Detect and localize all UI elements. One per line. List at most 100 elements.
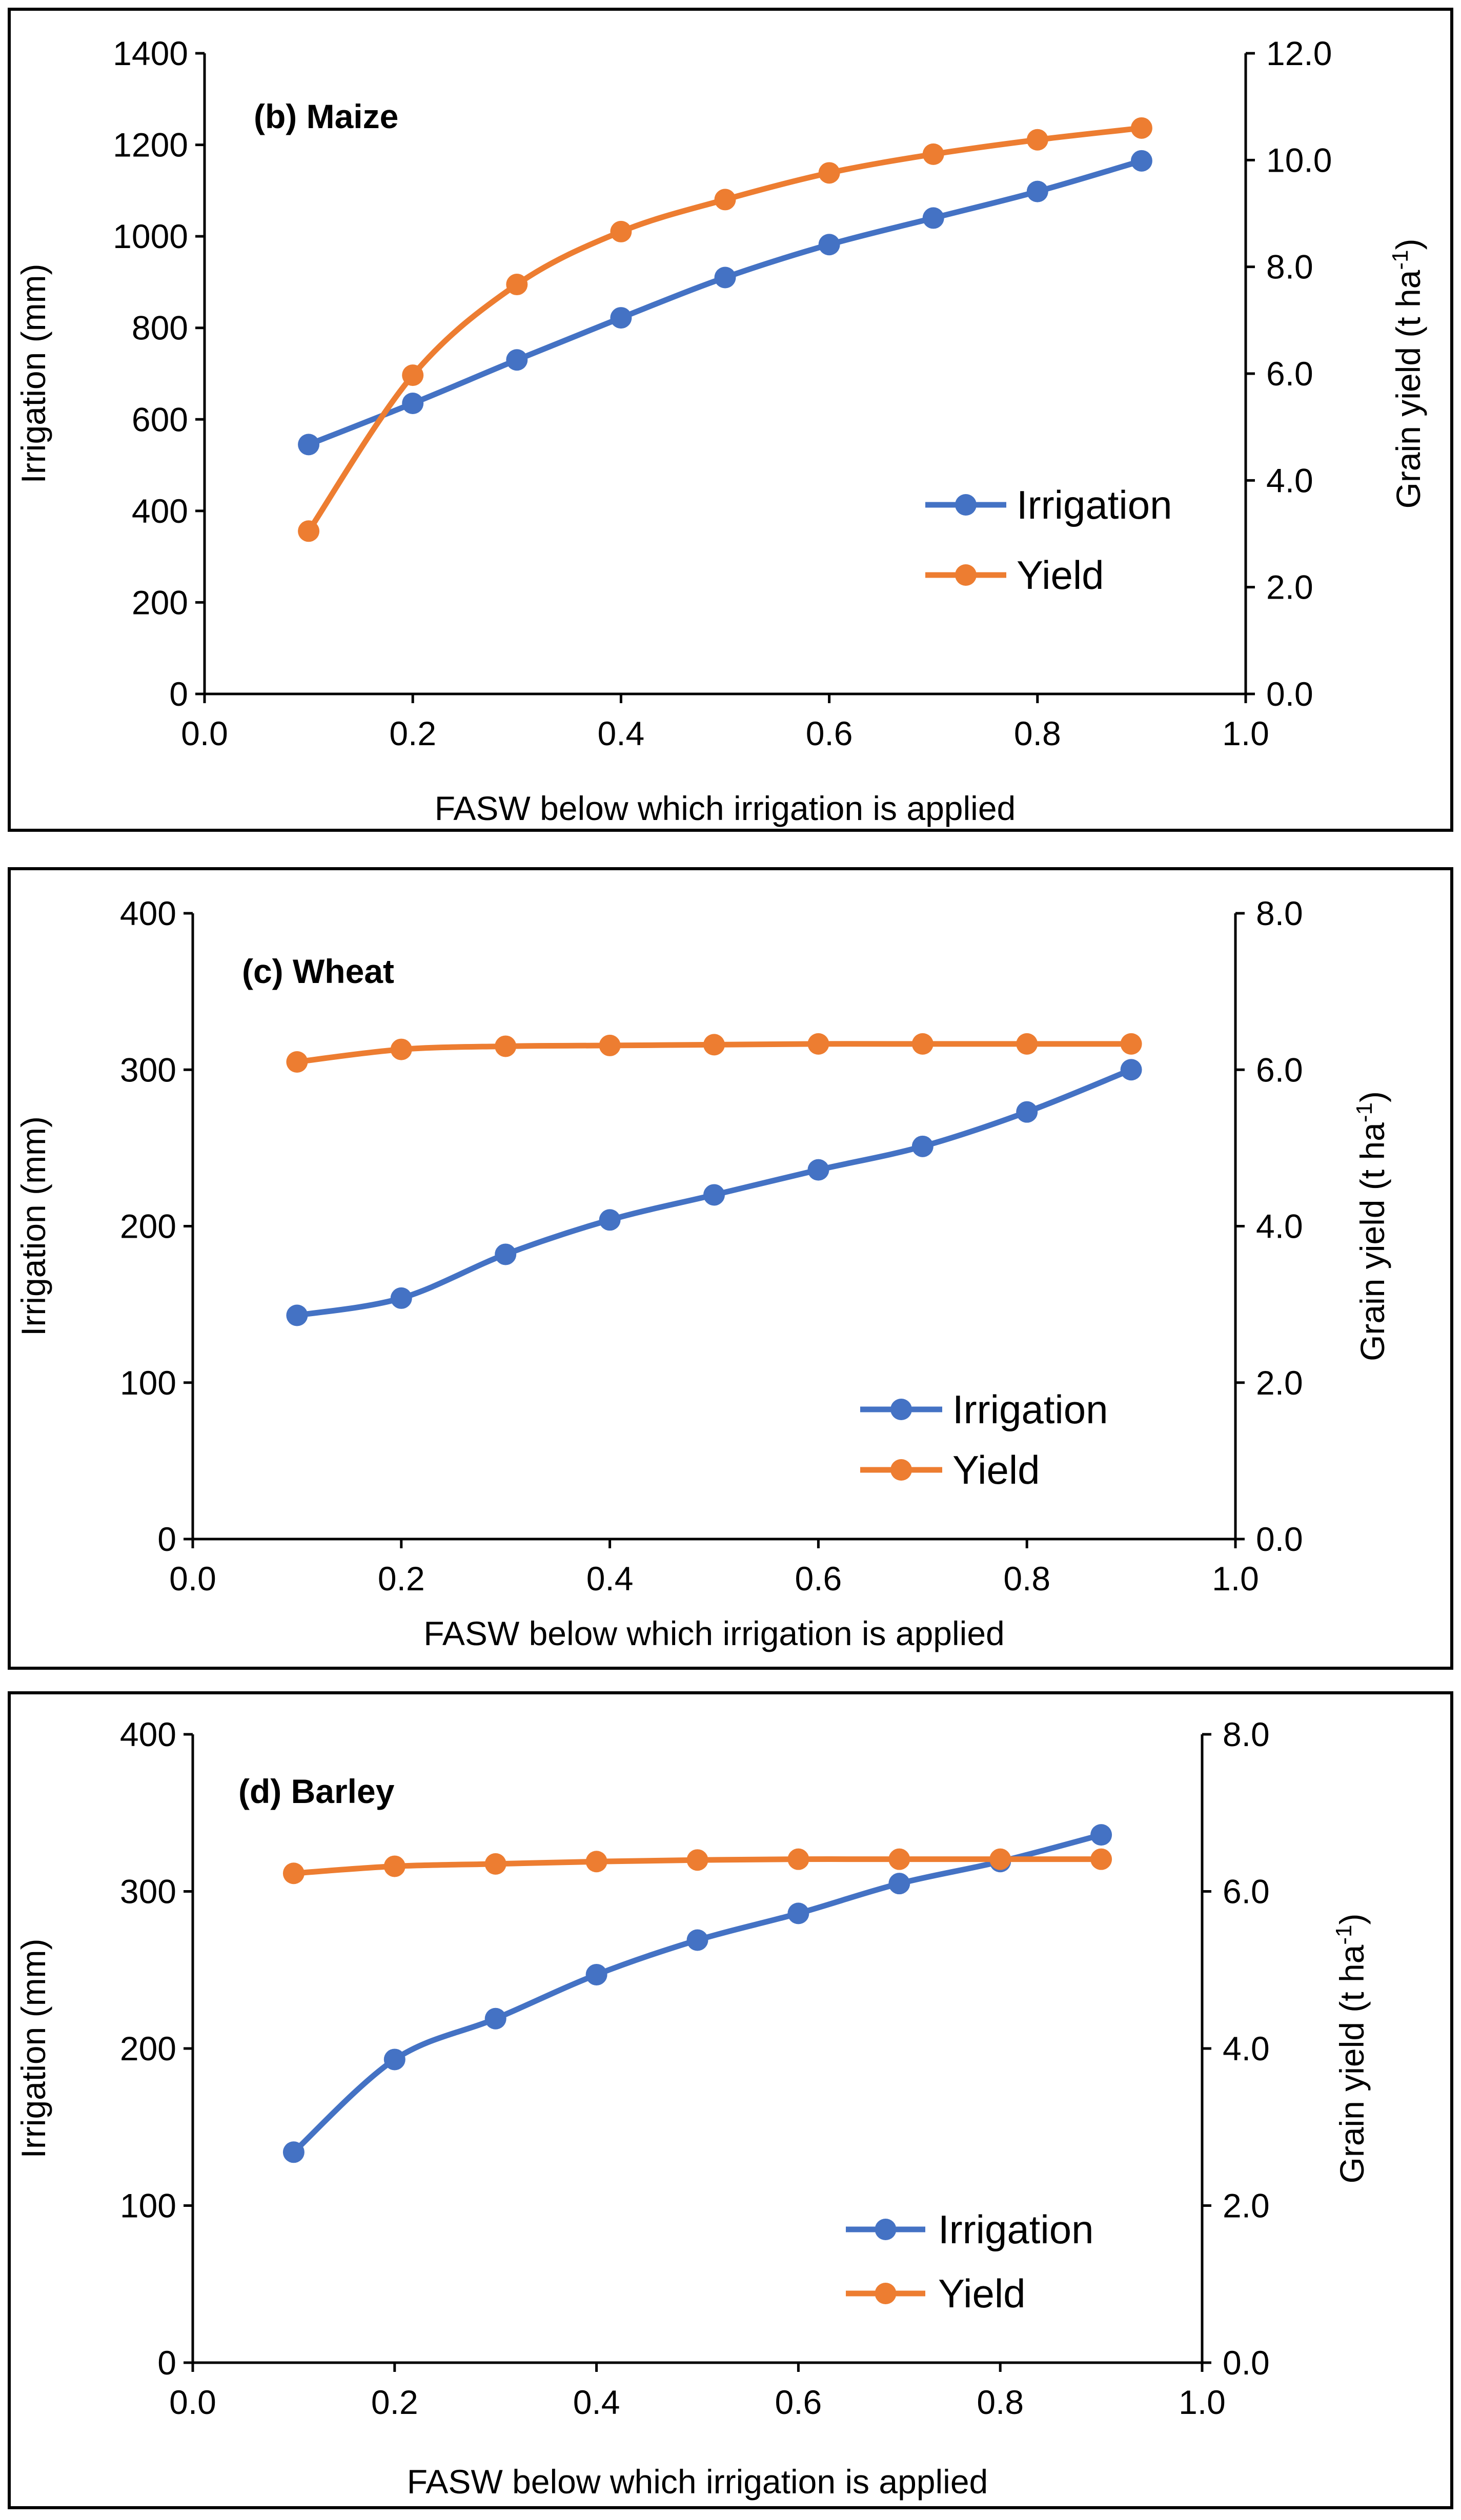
x-tick-label: 0.8 bbox=[977, 2383, 1024, 2421]
y2-tick-label: 2.0 bbox=[1223, 2187, 1270, 2225]
y2-axis-title-superscript: -1 bbox=[1352, 1102, 1377, 1122]
legend-irrigation-marker bbox=[890, 1399, 912, 1420]
y-tick-label: 600 bbox=[132, 400, 188, 438]
yield-point bbox=[818, 162, 840, 184]
y2-tick-label: 0.0 bbox=[1223, 2344, 1270, 2382]
panel-title: (d) Barley bbox=[238, 1772, 395, 1810]
panel-title: (c) Wheat bbox=[242, 952, 394, 990]
y2-tick-label: 2.0 bbox=[1256, 1364, 1303, 1402]
y2-axis-title-main: Grain yield (t ha bbox=[1353, 1122, 1391, 1361]
irrigation-point bbox=[807, 1159, 829, 1181]
yield-point bbox=[911, 1033, 934, 1055]
x-tick-label: 0.4 bbox=[598, 714, 645, 752]
legend-irrigation-marker bbox=[875, 2219, 897, 2240]
yield-point bbox=[989, 1848, 1011, 1870]
y2-axis-title: Grain yield (t ha-1) bbox=[1352, 1091, 1391, 1361]
y-tick-label: 100 bbox=[120, 2187, 176, 2225]
y-tick-label: 0 bbox=[169, 675, 188, 713]
x-axis-title: FASW below which irrigation is applied bbox=[435, 789, 1016, 827]
irrigation-point bbox=[922, 207, 944, 229]
irrigation-point bbox=[1120, 1059, 1142, 1081]
x-tick-label: 0.2 bbox=[389, 714, 436, 752]
legend-yield-label: Yield bbox=[1017, 552, 1104, 598]
y2-tick-label: 8.0 bbox=[1256, 894, 1303, 932]
yield-point bbox=[714, 189, 736, 211]
irrigation-point bbox=[495, 1243, 517, 1265]
chart-panel-3: 0.0 0.2 0.4 0.6 0.8 1.0 0 100 200 300 400 0.0 2.0 4.0… bbox=[8, 1691, 1453, 2509]
y-tick-label: 1000 bbox=[113, 217, 188, 255]
panel-border bbox=[8, 1691, 1453, 2509]
y2-tick-label: 6.0 bbox=[1223, 1873, 1270, 1911]
irrigation-point bbox=[787, 1902, 809, 1924]
x-tick-label: 0.8 bbox=[1014, 714, 1061, 752]
y-tick-label: 0 bbox=[157, 2344, 176, 2382]
legend-irrigation-label: Irrigation bbox=[1017, 482, 1172, 527]
y2-axis-title: Grain yield (t ha-1) bbox=[1388, 239, 1427, 509]
irrigation-point bbox=[390, 1287, 412, 1309]
y2-tick-label: 0.0 bbox=[1256, 1520, 1303, 1558]
x-tick-label: 0.0 bbox=[169, 1560, 216, 1597]
yield-point bbox=[686, 1849, 708, 1871]
panel-title: (b) Maize bbox=[254, 97, 398, 135]
y2-tick-label: 8.0 bbox=[1223, 1715, 1270, 1753]
legend-yield-marker bbox=[875, 2283, 897, 2304]
yield-point bbox=[922, 143, 944, 165]
legend: Irrigation Yield bbox=[846, 2207, 1093, 2316]
yield-point bbox=[286, 1051, 308, 1073]
yield-point bbox=[484, 1853, 506, 1875]
y2-axis-title-superscript: -1 bbox=[1388, 250, 1413, 270]
y-tick-label: 1400 bbox=[113, 34, 188, 72]
x-tick-label: 0.0 bbox=[181, 714, 228, 752]
irrigation-point bbox=[610, 307, 632, 329]
y2-axis-title-close: ) bbox=[1353, 1091, 1391, 1102]
irrigation-point bbox=[585, 1963, 607, 1985]
x-tick-label: 0.8 bbox=[1003, 1560, 1050, 1597]
y2-tick-label: 6.0 bbox=[1266, 355, 1313, 393]
y2-tick-label: 4.0 bbox=[1256, 1207, 1303, 1245]
chart-panel-2: 0.0 0.2 0.4 0.6 0.8 1.0 0 100 200 300 400 0.0 2.0 4.0… bbox=[8, 867, 1453, 1670]
yield-point bbox=[787, 1848, 809, 1870]
irrigation-point bbox=[1016, 1101, 1038, 1123]
irrigation-point bbox=[298, 434, 320, 456]
yield-point bbox=[1016, 1033, 1038, 1055]
legend-irrigation-marker bbox=[955, 494, 977, 516]
legend-irrigation-label: Irrigation bbox=[938, 2207, 1093, 2252]
legend: Irrigation Yield bbox=[925, 482, 1172, 598]
yield-point bbox=[495, 1035, 517, 1057]
y2-axis-title-superscript: -1 bbox=[1331, 1924, 1356, 1944]
y-tick-label: 400 bbox=[120, 1715, 176, 1753]
legend: Irrigation Yield bbox=[860, 1387, 1108, 1492]
irrigation-point bbox=[1026, 180, 1048, 202]
legend-yield-label: Yield bbox=[938, 2271, 1026, 2316]
x-tick-label: 0.6 bbox=[806, 714, 853, 752]
y-tick-label: 100 bbox=[120, 1364, 176, 1402]
panel-border bbox=[8, 8, 1453, 832]
y2-tick-label: 4.0 bbox=[1223, 2030, 1270, 2067]
y2-tick-label: 12.0 bbox=[1266, 34, 1332, 72]
y-tick-label: 1200 bbox=[113, 126, 188, 164]
x-tick-label: 0.4 bbox=[586, 1560, 634, 1597]
y-tick-label: 400 bbox=[120, 894, 176, 932]
irrigation-point bbox=[286, 1304, 308, 1326]
irrigation-point bbox=[1090, 1824, 1112, 1846]
y2-axis-title: Grain yield (t ha-1) bbox=[1331, 1914, 1371, 2184]
y2-axis-title-main: Grain yield (t ha bbox=[1333, 1944, 1371, 2183]
y-tick-label: 300 bbox=[120, 1051, 176, 1089]
y2-tick-label: 2.0 bbox=[1266, 568, 1313, 606]
x-tick-label: 0.6 bbox=[795, 1560, 842, 1597]
y-axis-title: Irrigation (mm) bbox=[14, 1116, 52, 1336]
yield-point bbox=[383, 1855, 405, 1877]
y2-tick-label: 0.0 bbox=[1266, 675, 1313, 713]
chart-panel-1: 0.0 0.2 0.4 0.6 0.8 1.0 0 200 400 600 800 1000 1200 1… bbox=[8, 8, 1453, 832]
irrigation-point bbox=[402, 393, 424, 415]
y2-tick-label: 10.0 bbox=[1266, 141, 1332, 179]
x-tick-label: 0.6 bbox=[775, 2383, 822, 2421]
yield-point bbox=[1120, 1033, 1142, 1055]
y-tick-label: 300 bbox=[120, 1873, 176, 1911]
yield-point bbox=[1090, 1848, 1112, 1870]
x-tick-label: 0.2 bbox=[371, 2383, 418, 2421]
y2-tick-label: 8.0 bbox=[1266, 248, 1313, 286]
legend-yield-marker bbox=[955, 564, 977, 586]
panel-border bbox=[8, 867, 1453, 1670]
